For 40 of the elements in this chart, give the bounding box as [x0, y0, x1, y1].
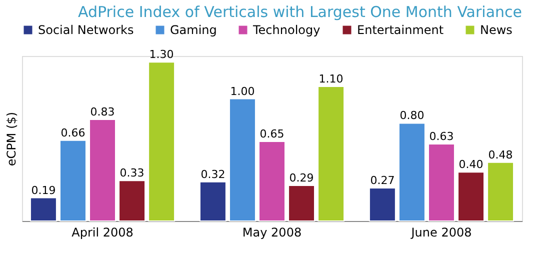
data-label: 0.27 [370, 174, 395, 187]
data-label: 1.30 [149, 48, 174, 62]
chart-title: AdPrice Index of Verticals with Largest One Month Variance [78, 3, 522, 21]
bar [398, 122, 426, 222]
bar [368, 188, 396, 222]
bar [487, 162, 514, 222]
bar [318, 86, 345, 222]
legend-label: Gaming [170, 23, 217, 37]
x-tick-label: May 2008 [242, 226, 302, 240]
bar [428, 144, 455, 222]
data-label: 0.29 [289, 172, 314, 185]
data-label: 0.80 [400, 109, 424, 122]
bar [228, 98, 256, 222]
data-label: 1.10 [318, 72, 344, 86]
data-label: 0.83 [90, 106, 115, 119]
data-label: 0.32 [200, 168, 226, 181]
x-tick-label: June 2008 [410, 226, 472, 240]
legend-label: Social Networks [38, 23, 134, 37]
data-label: 0.40 [458, 158, 484, 172]
bar [458, 172, 485, 222]
bar [89, 119, 116, 222]
bar [148, 62, 176, 222]
data-label: 0.19 [31, 184, 56, 197]
data-label: 0.48 [488, 148, 513, 162]
x-tick-label: April 2008 [72, 226, 134, 240]
legend-label: Entertainment [357, 23, 444, 37]
bar [199, 181, 226, 222]
data-label: 0.63 [429, 130, 454, 143]
data-label: 1.00 [230, 84, 255, 98]
data-label: 0.66 [60, 126, 86, 140]
data-label: 0.65 [260, 128, 284, 141]
legend-label: Technology [252, 23, 320, 37]
bar [118, 180, 146, 222]
data-label: 0.33 [120, 166, 144, 180]
bar [288, 185, 316, 222]
bar [30, 197, 57, 222]
y-axis-title: eCPM ($) [4, 112, 18, 166]
bar [59, 140, 86, 222]
bar [258, 141, 286, 222]
legend-label: News [480, 23, 512, 37]
